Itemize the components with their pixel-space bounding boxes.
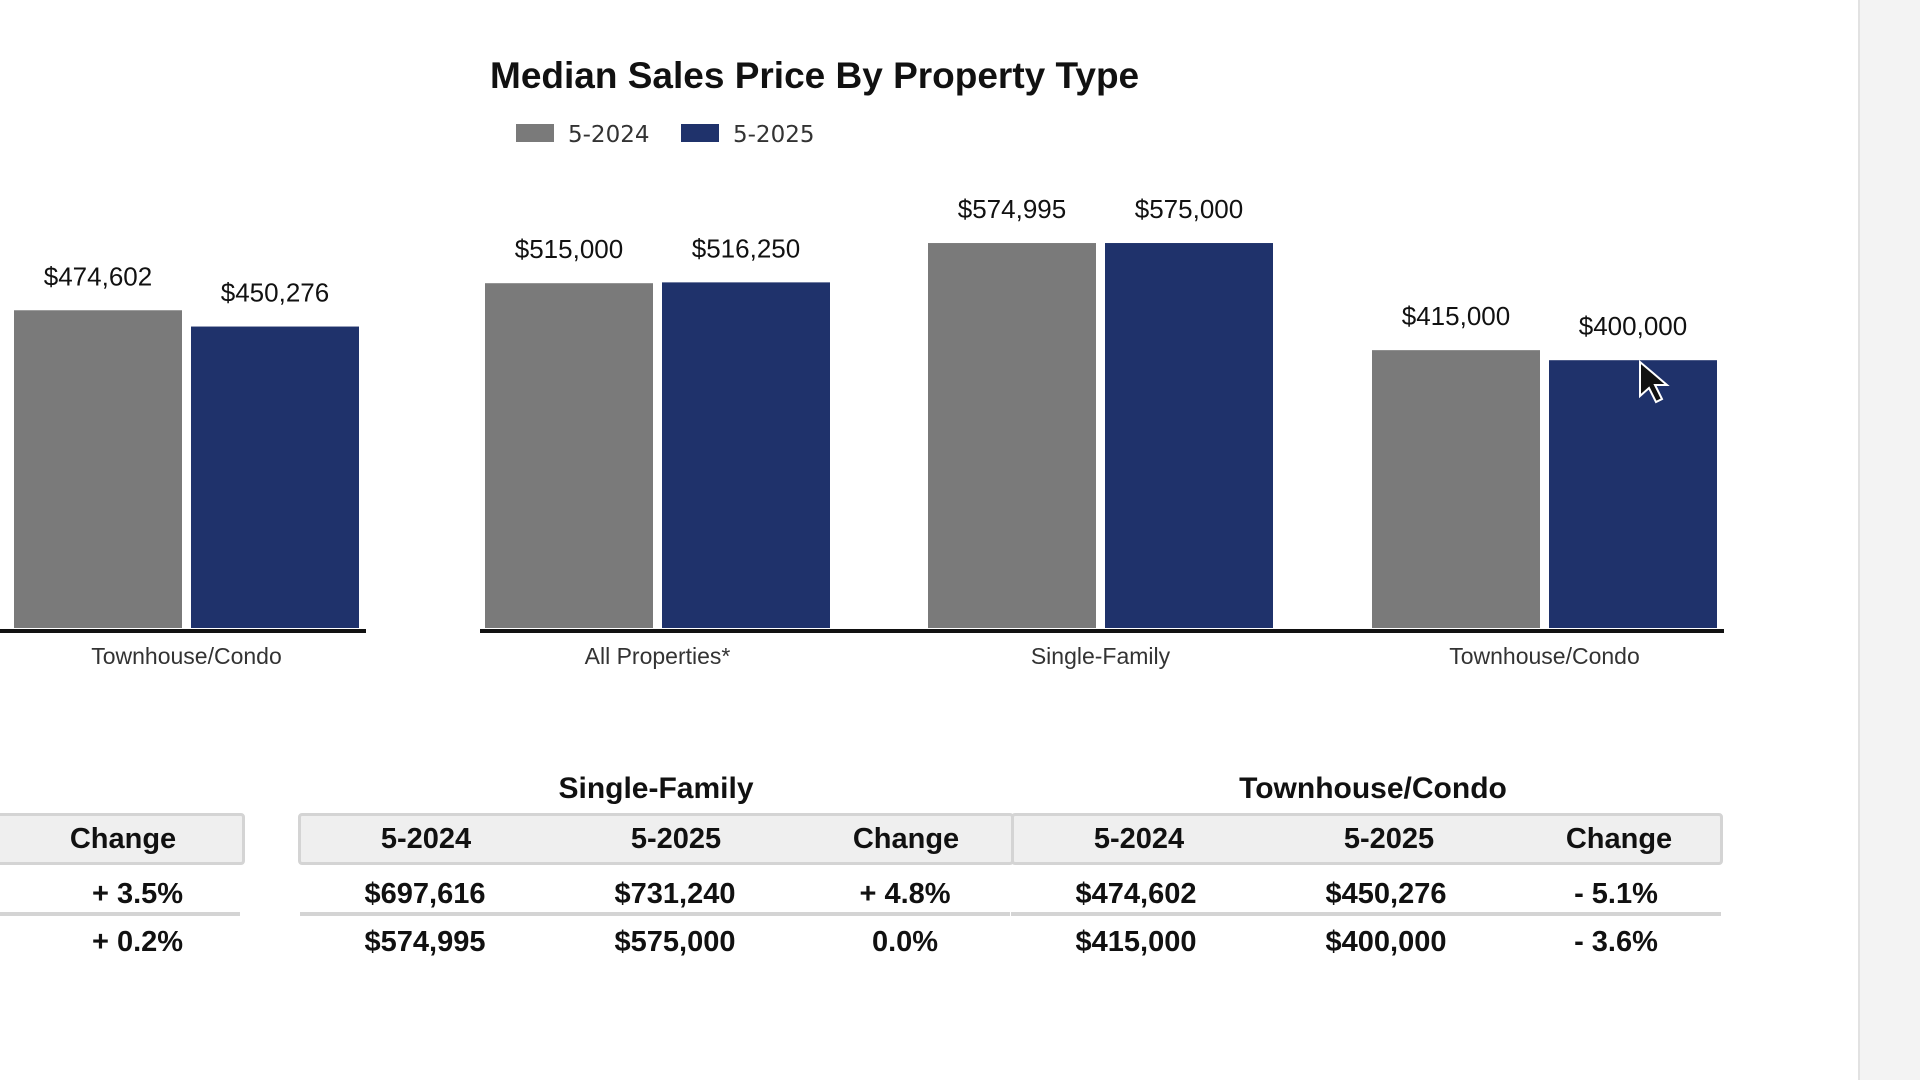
data-label: $400,000 — [1579, 311, 1687, 341]
left-table-header: Change — [0, 813, 245, 865]
data-label: $450,276 — [221, 278, 329, 308]
tc-r1-change: - 5.1% — [1574, 878, 1658, 910]
left-row-divider — [0, 912, 240, 916]
bar-townhousecondo-5-2025 — [191, 326, 359, 628]
tc-header-change: Change — [1565, 823, 1673, 855]
bar-singlefamily-5-2025 — [1105, 243, 1273, 628]
sf-header-change: Change — [852, 823, 960, 855]
category-label: Townhouse/Condo — [1449, 643, 1640, 669]
x-axis-line — [0, 629, 366, 633]
sf-r1-2024: $697,616 — [364, 878, 486, 910]
bar-allproperties-5-2025 — [662, 282, 830, 628]
legend-label-5-2025: 5-2025 — [733, 122, 814, 148]
x-axis-line — [480, 629, 1724, 633]
sf-r2-change: 0.0% — [871, 926, 939, 958]
data-label: $574,995 — [958, 194, 1066, 224]
bar-allproperties-5-2024 — [485, 283, 653, 628]
tc-row-divider — [1011, 912, 1721, 916]
single-family-header: 5-2024 5-2025 Change — [298, 813, 1014, 865]
tc-r1-2025: $450,276 — [1325, 878, 1447, 910]
tc-r2-2025: $400,000 — [1325, 926, 1447, 958]
data-label: $474,602 — [44, 261, 152, 291]
category-label: Single-Family — [1031, 643, 1171, 669]
tc-r2-2024: $415,000 — [1075, 926, 1197, 958]
chart-bars: $474,602 $450,276 $515,000 $516,250 $574,995… — [14, 194, 1717, 629]
sf-row-divider — [300, 912, 1010, 916]
category-label: Townhouse/Condo — [91, 643, 282, 669]
legend-label-5-2024: 5-2024 — [568, 122, 649, 148]
tc-r1-2024: $474,602 — [1075, 878, 1197, 910]
bar-townhousecondo-5-2025 — [1549, 360, 1717, 628]
sf-r1-change: + 4.8% — [859, 878, 951, 910]
data-label: $516,250 — [692, 233, 800, 263]
tc-r2-change: - 3.6% — [1574, 926, 1658, 958]
sf-r2-2024: $574,995 — [364, 926, 486, 958]
sf-r1-2025: $731,240 — [614, 878, 736, 910]
left-header-change: Change — [69, 823, 177, 855]
chart-legend: 5-2024 5-2025 — [516, 122, 814, 148]
townhouse-condo-title: Townhouse/Condo — [1239, 772, 1507, 805]
sf-r2-2025: $575,000 — [614, 926, 736, 958]
tc-header-2025: 5-2025 — [1343, 823, 1435, 855]
legend-swatch-5-2024 — [516, 124, 554, 142]
data-label: $415,000 — [1402, 301, 1510, 331]
legend-swatch-5-2025 — [681, 124, 719, 142]
single-family-title: Single-Family — [558, 772, 754, 805]
sf-header-2025: 5-2025 — [630, 823, 722, 855]
tc-header-2024: 5-2024 — [1093, 823, 1185, 855]
data-label: $515,000 — [515, 234, 623, 264]
bar-townhousecondo-5-2024 — [1372, 350, 1540, 628]
townhouse-condo-header: 5-2024 5-2025 Change — [1011, 813, 1723, 865]
chart-axes: Townhouse/Condo All Properties* Single-Fam… — [0, 629, 1724, 669]
left-row1-change: + 3.5% — [91, 878, 184, 910]
chart-title: Median Sales Price By Property Type — [490, 55, 1139, 96]
mouse-pointer-icon — [1639, 359, 1670, 404]
scrollbar-gutter[interactable] — [1858, 0, 1920, 1080]
category-label: All Properties* — [585, 643, 731, 669]
bar-singlefamily-5-2024 — [928, 243, 1096, 629]
left-row2-change: + 0.2% — [91, 926, 184, 958]
sf-header-2024: 5-2024 — [380, 823, 472, 855]
data-label: $575,000 — [1135, 194, 1243, 224]
bar-townhousecondo-5-2024 — [14, 310, 182, 628]
